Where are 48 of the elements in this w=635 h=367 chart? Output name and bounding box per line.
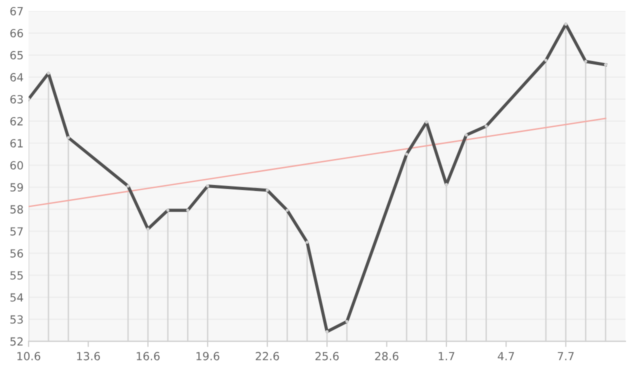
- point: [286, 208, 289, 212]
- y-tick-label: 55: [10, 271, 23, 280]
- y-tick-label: 63: [10, 95, 23, 104]
- y-tick-label: 64: [10, 73, 24, 82]
- line-series: [28, 22, 608, 334]
- y-tick-label: 57: [10, 227, 23, 236]
- point: [325, 330, 329, 334]
- y-tick-label: 62: [10, 117, 23, 126]
- point: [206, 184, 210, 188]
- point: [146, 227, 150, 231]
- point: [405, 152, 408, 156]
- point: [444, 182, 448, 186]
- point: [484, 124, 488, 128]
- y-tick-label: 56: [10, 249, 24, 258]
- x-tick-label: 7.7: [558, 352, 574, 360]
- point: [66, 136, 70, 140]
- point: [345, 320, 348, 324]
- y-tick-label: 60: [10, 161, 23, 170]
- point: [424, 120, 428, 124]
- y-tick-label: 67: [10, 6, 23, 16]
- y-tick-label: 54: [10, 293, 24, 302]
- y-tick-label: 59: [10, 183, 23, 192]
- x-tick-label: 1.7: [438, 352, 454, 360]
- point: [544, 58, 548, 62]
- y-tick-label: 53: [10, 315, 23, 324]
- point: [584, 60, 588, 63]
- y-tick-label: 65: [10, 51, 23, 60]
- x-tick-label: 4.7: [498, 352, 514, 360]
- point: [126, 184, 130, 188]
- y-tick-label: 52: [10, 337, 23, 346]
- point: [186, 208, 190, 212]
- x-tick-label: 22.6: [256, 352, 280, 360]
- x-tick-label: 28.6: [375, 352, 398, 360]
- point: [46, 72, 50, 75]
- y-tick-label: 61: [10, 139, 23, 148]
- point: [604, 63, 608, 66]
- y-tick-label: 58: [10, 205, 23, 214]
- x-tick-label: 10.6: [17, 352, 40, 360]
- point: [306, 240, 309, 244]
- x-tick-label: 19.6: [196, 352, 220, 360]
- point: [564, 22, 568, 26]
- y-tick-label: 66: [10, 29, 24, 38]
- point: [166, 208, 170, 212]
- point: [464, 133, 468, 137]
- x-tick-label: 13.6: [77, 352, 100, 360]
- x-tick-label: 16.6: [136, 352, 160, 360]
- point: [266, 188, 269, 192]
- x-tick-label: 25.6: [315, 352, 339, 360]
